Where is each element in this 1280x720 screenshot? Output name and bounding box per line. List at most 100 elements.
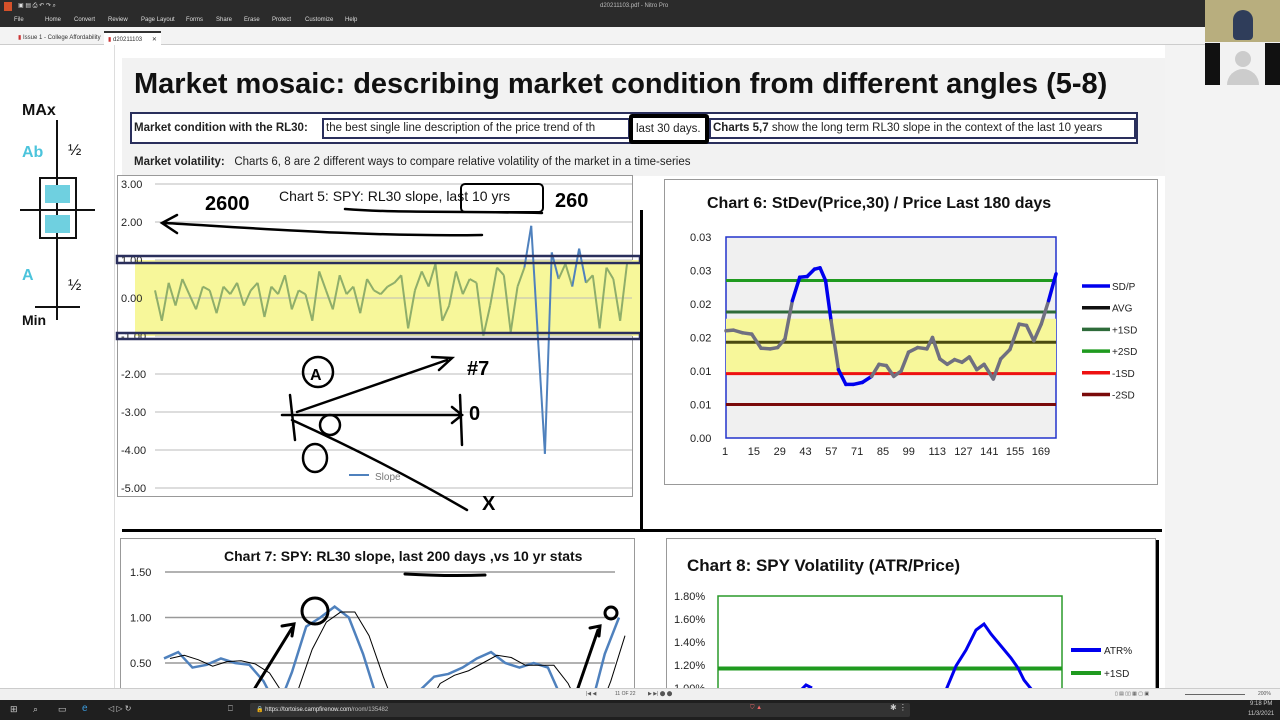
sdp-segment <box>818 266 828 283</box>
sdp-segment <box>967 355 979 372</box>
slope-segment <box>263 286 273 318</box>
clock-date: 11/3/2021 <box>1248 711 1275 717</box>
title-bar: ▣ ▤ ⎙ ↶ ↷ ⌕ d20211103.pdf - Nitro Pro <box>0 0 1280 14</box>
chart-7: 1.50 1.00 0.50 Chart 7: SPY: RL30 slope, la… <box>120 538 635 698</box>
slope-segment <box>564 263 574 287</box>
circle-b <box>318 413 342 437</box>
slope-segment <box>195 286 204 310</box>
menu-file[interactable]: File <box>14 17 24 23</box>
divider-right <box>1156 540 1159 690</box>
menu-page-layout[interactable]: Page Layout <box>141 17 175 23</box>
x-tick-label: 85 <box>877 446 889 458</box>
slope-segment <box>557 263 567 280</box>
menu-home[interactable]: Home <box>45 17 62 23</box>
page-title: Market mosaic: describing market conditi… <box>134 68 1108 100</box>
slope-segment <box>448 271 457 306</box>
menu-bar: File Home Convert Review Page Layout Forms Sha… <box>0 14 1280 27</box>
slope-segment <box>530 225 540 340</box>
slope-segment <box>379 285 389 295</box>
slope-segment <box>509 286 519 333</box>
chart-5-title: Chart 5: SPY: RL30 slope, last 10 yrs <box>279 188 510 204</box>
start-icon[interactable]: ⊞ <box>10 704 18 714</box>
menu-review[interactable]: Review <box>108 17 128 23</box>
slope-segment <box>250 282 259 292</box>
url-bar[interactable]: 🔒 https://tortoise.campfirenow.com/room/… <box>250 703 910 717</box>
volatility-line: Market volatility: Charts 6, 8 are 2 dif… <box>134 156 691 168</box>
close-tab-icon[interactable]: ✕ <box>151 37 157 43</box>
slope-segment <box>229 282 238 295</box>
x-tick-label: 57 <box>825 446 837 458</box>
condition-highlight: last 30 days. <box>636 123 701 135</box>
next-page-buttons[interactable]: ▶ ▶| ⬤ ⬤ <box>648 691 673 697</box>
x-tick-label: 29 <box>774 446 786 458</box>
tab-d20211103[interactable]: ▮ d20211103 ✕ <box>104 31 161 45</box>
zoom-slider[interactable] <box>1185 694 1245 695</box>
menu-forms[interactable]: Forms <box>186 17 203 23</box>
sdp-segment <box>899 350 911 373</box>
slope-segment <box>543 252 553 454</box>
slope-segment <box>352 286 362 314</box>
slope-segment <box>461 278 471 295</box>
chart-7-title: Chart 7: SPY: RL30 slope, last 200 days … <box>224 548 583 564</box>
extensions-icon[interactable]: ✱ ⋮ <box>890 703 907 712</box>
slope-segment <box>578 248 587 283</box>
y-tick-label: 1.00% <box>674 683 705 688</box>
slope-segment <box>482 305 492 337</box>
brave-shield-icon[interactable]: ⛉ ▲ <box>750 705 763 711</box>
slope-segment <box>489 267 499 306</box>
sdp-segment <box>1039 298 1051 326</box>
window-title: d20211103.pdf - Nitro Pro <box>600 3 669 9</box>
participant-figure <box>1233 10 1253 40</box>
browser-nav-icons[interactable]: ◁ ▷ ↻ <box>108 704 132 713</box>
y-tick-label: -2.00 <box>121 369 146 381</box>
slope-segment <box>222 285 231 295</box>
prev-page-buttons[interactable]: |◀ ◀ <box>586 691 597 697</box>
slope-segment <box>359 278 369 314</box>
edge-icon[interactable]: e <box>82 703 88 714</box>
sdp-segment <box>829 319 841 372</box>
page-indicator[interactable]: 11 OF 22 <box>615 691 636 697</box>
slope-segment <box>325 290 334 310</box>
quick-access-icons[interactable]: ▣ ▤ ⎙ ↶ ↷ ⌕ <box>18 3 56 9</box>
x-tick-label: 155 <box>1006 446 1024 458</box>
atr-line <box>800 621 1033 688</box>
y-tick-label: 1.50 <box>130 567 151 579</box>
view-mode-icons[interactable]: ▯ ▤ ▯▯ ▦ ▢ ▣ <box>1115 691 1150 697</box>
menu-erase[interactable]: Erase <box>244 17 260 23</box>
sdp-segment <box>998 347 1012 361</box>
slope-segment <box>373 289 382 296</box>
legend-label: +1SD <box>1112 325 1137 336</box>
tab-issue-1[interactable]: ▮ Issue 1 - College Affordability <box>18 35 101 41</box>
slope-segment <box>420 270 430 288</box>
slope-segment <box>585 274 594 284</box>
slope-segment <box>202 285 211 292</box>
slope-segment <box>304 293 314 322</box>
menu-help[interactable]: Help <box>345 17 358 23</box>
menu-protect[interactable]: Protect <box>272 17 292 23</box>
slope-segment <box>407 290 416 329</box>
sdp-segment <box>884 363 896 379</box>
slope-segment <box>366 278 375 291</box>
url-path: /room/135482 <box>351 707 389 713</box>
x-tick-label: 43 <box>799 446 811 458</box>
legend-label: SD/P <box>1112 282 1136 293</box>
chart-6-title: Chart 6: StDev(Price,30) / Price Last 18… <box>707 195 1051 212</box>
sdp-segment <box>991 357 1003 381</box>
zoom-level: 200% <box>1258 691 1271 697</box>
y-tick-label: -4.00 <box>121 445 146 457</box>
menu-share[interactable]: Share <box>216 17 233 23</box>
right-panel <box>1165 0 1280 688</box>
x-tick-label: 141 <box>980 446 998 458</box>
slope-segment <box>243 289 252 307</box>
x-tick-label: 15 <box>748 446 760 458</box>
bookmark-icon[interactable]: ⎕ <box>228 704 233 713</box>
note-max: MAx <box>22 102 56 119</box>
menu-customize[interactable]: Customize <box>305 17 334 23</box>
menu-convert[interactable]: Convert <box>74 17 96 23</box>
search-icon[interactable]: ⌕ <box>33 704 39 714</box>
avatar-body <box>1227 69 1259 85</box>
legend-label: ATR% <box>1104 646 1132 657</box>
handwritten-notes: MAx Ab ½ A ½ Min <box>20 102 95 328</box>
task-view-icon[interactable]: ▭ <box>58 704 67 714</box>
slope-segment <box>160 282 170 321</box>
